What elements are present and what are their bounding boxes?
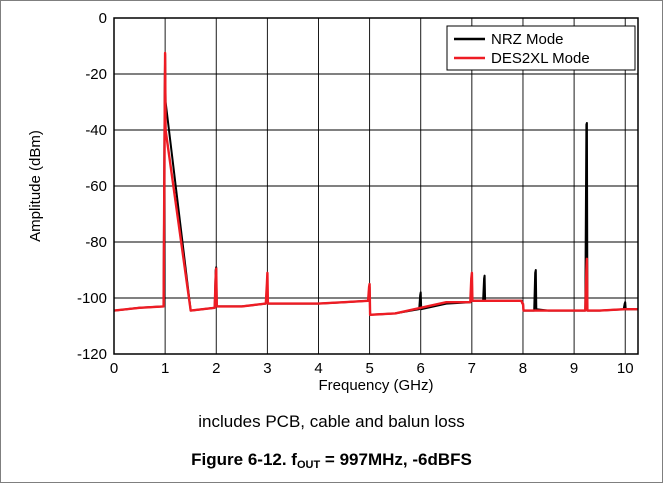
figure-caption: Figure 6-12. fOUT = 997MHz, -6dBFS: [0, 450, 663, 471]
x-tick-label: 5: [365, 360, 373, 377]
figure-caption-prefix: Figure 6-12. f: [191, 450, 297, 469]
figure-caption-suffix: = 997MHz, -6dBFS: [320, 450, 472, 469]
y-tick-label: -60: [85, 178, 107, 195]
y-tick-label: -40: [85, 122, 107, 139]
series-layer: [113, 51, 638, 316]
x-tick-label: 1: [161, 360, 169, 377]
x-tick-label: 4: [314, 360, 322, 377]
legend-box: [446, 25, 636, 71]
x-axis-label: Frequency (GHz): [318, 377, 433, 394]
tick-labels: 0 1 2 3 4 5 6 7 8 9 10 0 -20 -40 -60 -80 -100 -120: [77, 10, 634, 377]
y-tick-label: -80: [85, 234, 107, 251]
x-tick-label: 0: [110, 360, 118, 377]
y-tick-label: -120: [77, 346, 107, 363]
y-tick-label: -100: [77, 290, 107, 307]
chart-note: includes PCB, cable and balun loss: [198, 412, 465, 431]
series-line-1: [113, 51, 638, 316]
x-tick-label: 3: [263, 360, 271, 377]
x-tick-label: 7: [468, 360, 476, 377]
figure-caption-subscript: OUT: [296, 459, 321, 471]
x-tick-label: 2: [212, 360, 220, 377]
x-tick-label: 9: [570, 360, 578, 377]
legend-label-nrz: NRZ Mode: [491, 31, 564, 48]
y-axis-label: Amplitude (dBm): [27, 130, 44, 242]
legend: NRZ Mode DES2XL Mode: [446, 25, 636, 71]
legend-label-des2xl: DES2XL Mode: [491, 50, 590, 67]
series-line-0: [113, 53, 638, 316]
x-tick-label: 10: [617, 360, 634, 377]
y-tick-label: 0: [99, 10, 107, 27]
x-tick-label: 6: [417, 360, 425, 377]
plot-area-border: [113, 17, 639, 355]
y-tick-label: -20: [85, 66, 107, 83]
spectrum-chart: 0 1 2 3 4 5 6 7 8 9 10 0 -20 -40 -60 -80 -100 -120 Freque…: [27, 10, 639, 394]
x-tick-label: 8: [519, 360, 527, 377]
